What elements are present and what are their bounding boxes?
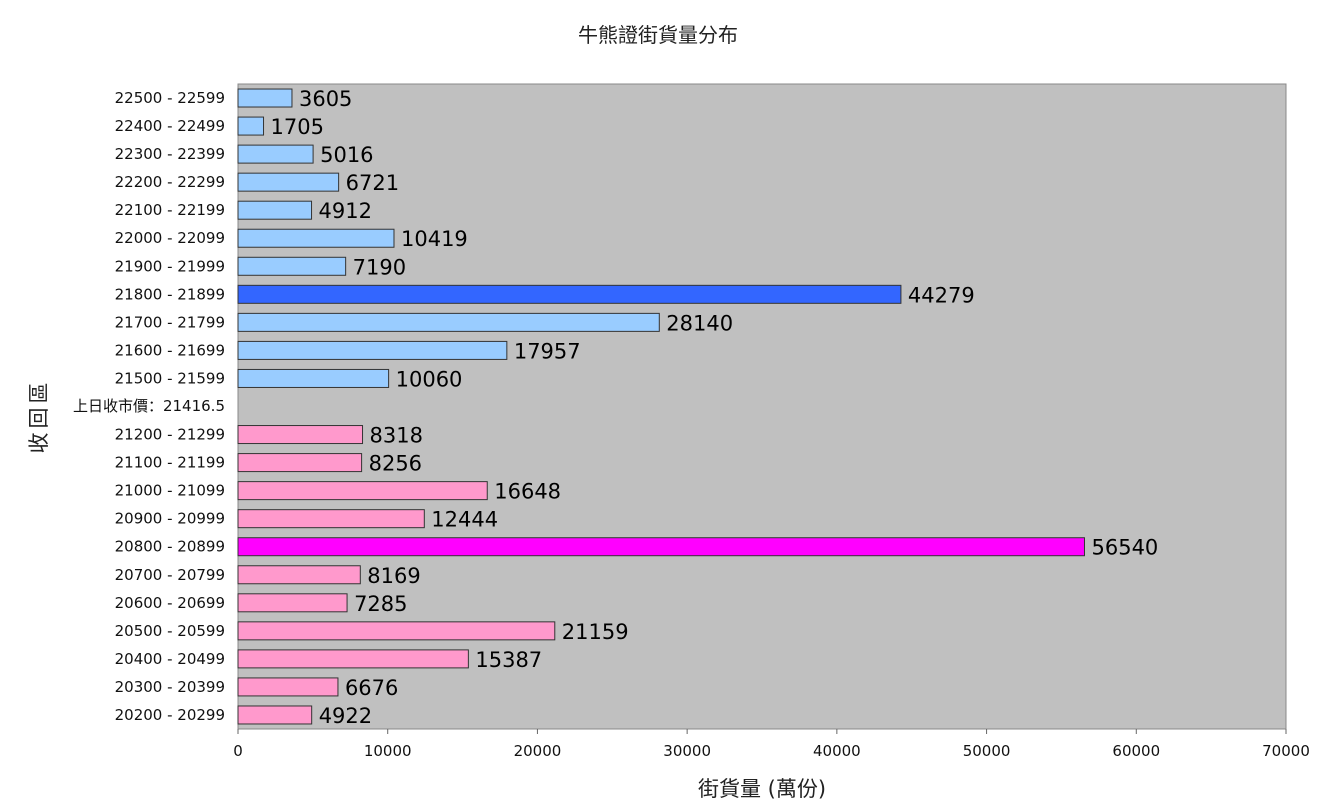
category-label: 20200 - 20299 xyxy=(115,706,225,724)
data-label: 8256 xyxy=(369,452,422,476)
bar-bear xyxy=(237,677,339,697)
data-label: 7285 xyxy=(354,592,407,616)
category-label: 21900 - 21999 xyxy=(115,257,225,275)
bar-bear xyxy=(237,565,361,585)
category-label: 20500 - 20599 xyxy=(115,622,225,640)
category-label: 21000 - 21099 xyxy=(115,482,225,500)
bar-bear xyxy=(237,705,313,725)
x-tick-label: 60000 xyxy=(1112,742,1160,760)
x-axis: 0 10000 20000 30000 40000 50000 60000 70000 xyxy=(233,729,1310,760)
bar-bear xyxy=(237,593,348,613)
data-label: 12444 xyxy=(431,508,498,532)
previous-close-label: 上日收市價：21416.5 xyxy=(73,397,225,415)
category-label: 21100 - 21199 xyxy=(115,454,225,472)
x-tick-label: 10000 xyxy=(364,742,412,760)
category-label: 21500 - 21599 xyxy=(115,369,225,387)
x-tick-label: 50000 xyxy=(963,742,1011,760)
bar-bull xyxy=(237,284,902,304)
data-label: 28140 xyxy=(666,311,733,335)
bar-bull xyxy=(237,172,340,192)
x-tick-label: 30000 xyxy=(663,742,711,760)
data-label: 21159 xyxy=(562,620,629,644)
category-label: 21200 - 21299 xyxy=(115,426,225,444)
bar-bull xyxy=(237,144,314,164)
category-label: 21800 - 21899 xyxy=(115,285,225,303)
bar-bear xyxy=(237,509,425,529)
data-label: 44279 xyxy=(908,283,975,307)
category-label: 22100 - 22199 xyxy=(115,201,225,219)
data-label: 5016 xyxy=(320,143,373,167)
data-label: 56540 xyxy=(1091,536,1158,560)
data-label: 8169 xyxy=(367,564,420,588)
data-label: 10060 xyxy=(396,367,463,391)
bar-bull xyxy=(237,116,265,136)
category-label: 21700 - 21799 xyxy=(115,313,225,331)
bar-bear xyxy=(237,621,556,641)
data-label: 10419 xyxy=(401,227,468,251)
data-label: 15387 xyxy=(475,648,542,672)
bar-bull xyxy=(237,88,293,108)
y-axis-title: 收回區 xyxy=(27,379,51,454)
bar-bear xyxy=(237,481,488,501)
data-label: 1705 xyxy=(271,115,324,139)
chart-title: 牛熊證街貨量分布 xyxy=(578,23,738,47)
category-label: 22500 - 22599 xyxy=(115,89,225,107)
category-label: 20900 - 20999 xyxy=(115,510,225,528)
bar-bull xyxy=(237,368,390,388)
bar-bull xyxy=(237,340,508,360)
category-label: 20400 - 20499 xyxy=(115,650,225,668)
category-label: 21600 - 21699 xyxy=(115,341,225,359)
bar-bear xyxy=(237,649,469,669)
data-label: 6721 xyxy=(346,171,399,195)
category-label: 22200 - 22299 xyxy=(115,173,225,191)
data-label: 6676 xyxy=(345,676,398,700)
bar-bear xyxy=(237,537,1085,557)
data-label: 8318 xyxy=(370,424,423,448)
x-tick-label: 0 xyxy=(233,742,243,760)
category-label: 22400 - 22499 xyxy=(115,117,225,135)
data-label: 7190 xyxy=(353,255,406,279)
category-label: 20700 - 20799 xyxy=(115,566,225,584)
x-tick-label: 70000 xyxy=(1262,742,1310,760)
bar-bull xyxy=(237,256,347,276)
data-label: 16648 xyxy=(494,480,561,504)
x-tick-label: 40000 xyxy=(813,742,861,760)
x-axis-title: 街貨量 (萬份) xyxy=(698,777,826,801)
data-label: 4922 xyxy=(319,704,372,728)
bar-bull xyxy=(237,200,313,220)
bar-bull xyxy=(237,228,395,248)
bar-bear xyxy=(237,453,363,473)
bars-group: 22500 - 22599 3605 22400 - 22499 1705 22300 … xyxy=(115,87,1159,728)
bar-bull xyxy=(237,312,660,332)
category-label: 22300 - 22399 xyxy=(115,145,225,163)
data-label: 4912 xyxy=(319,199,372,223)
x-tick-label: 20000 xyxy=(514,742,562,760)
data-label: 17957 xyxy=(514,339,581,363)
category-label: 20300 - 20399 xyxy=(115,678,225,696)
category-label: 20600 - 20699 xyxy=(115,594,225,612)
bar-bear xyxy=(237,425,364,445)
data-label: 3605 xyxy=(299,87,352,111)
category-label: 20800 - 20899 xyxy=(115,538,225,556)
category-label: 22000 - 22099 xyxy=(115,229,225,247)
